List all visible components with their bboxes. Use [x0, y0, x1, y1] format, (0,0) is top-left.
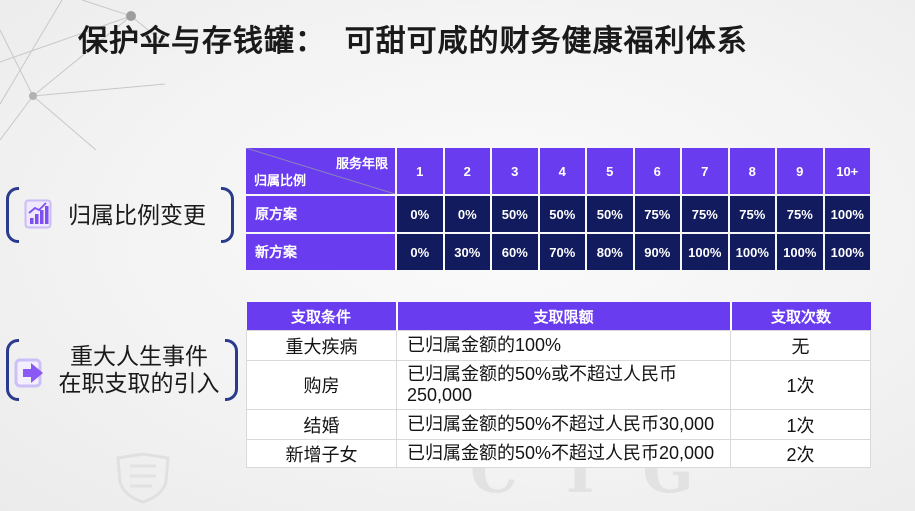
limit-line: 已归属金额的50%或不超过人民币	[407, 364, 678, 384]
limit-line: 已归属金额的100%	[407, 335, 562, 355]
vesting-value-original-3: 50%	[492, 196, 538, 232]
bracket-right	[221, 187, 234, 243]
limit-cell: 已归属金额的50%不超过人民币20,000	[396, 439, 731, 468]
header-times: 支取次数	[729, 302, 871, 331]
vesting-value-new-9: 100%	[777, 234, 823, 270]
withdrawal-row: 新增子女 已归属金额的50%不超过人民币20,000 2次	[246, 439, 871, 468]
vesting-value-new-1: 0%	[397, 234, 443, 270]
times-cell: 无	[730, 330, 871, 361]
year-header-2: 2	[444, 148, 490, 194]
year-header-1: 1	[397, 148, 443, 194]
limit-cell: 已归属金额的50%或不超过人民币 250,000	[396, 360, 731, 410]
limit-cell: 已归属金额的50%不超过人民币30,000	[396, 409, 731, 440]
background-network-decoration	[0, 0, 170, 150]
limit-line: 已归属金额的50%不超过人民币20,000	[407, 443, 715, 463]
vesting-value-new-6: 90%	[634, 234, 680, 270]
year-header-7: 7	[682, 148, 728, 194]
vesting-value-original-9: 75%	[777, 196, 823, 232]
vesting-value-new-7: 100%	[682, 234, 728, 270]
year-header-10-plus: 10+	[824, 148, 870, 194]
diagonal-divider	[246, 148, 395, 194]
times-cell: 1次	[730, 409, 871, 440]
year-header-8: 8	[729, 148, 775, 194]
condition-cell: 购房	[246, 360, 397, 410]
plan-label-new: 新方案	[246, 234, 395, 270]
vesting-value-new-10-plus: 100%	[824, 234, 870, 270]
bracket-left	[6, 187, 19, 243]
withdrawal-conditions-table: 支取条件 支取限额 支取次数 重大疾病 已归属金额的100% 无 购房 已归属金…	[246, 302, 871, 468]
page-title: 保护伞与存钱罐： 可甜可咸的财务健康福利体系	[78, 25, 748, 58]
section-label-in-service-withdrawal: 重大人生事件 在职支取的引入	[54, 343, 224, 397]
withdrawal-header-row: 支取条件 支取限额 支取次数	[246, 302, 871, 331]
header-limit: 支取限额	[395, 302, 731, 331]
condition-cell: 结婚	[246, 409, 397, 440]
withdrawal-row: 购房 已归属金额的50%或不超过人民币 250,000 1次	[246, 360, 871, 410]
vesting-value-original-8: 75%	[729, 196, 775, 232]
vesting-value-new-8: 100%	[729, 234, 775, 270]
vesting-value-new-5: 80%	[587, 234, 633, 270]
section-label-line: 重大人生事件	[70, 343, 208, 369]
corner-label-vesting-ratio: 归属比例	[254, 173, 307, 188]
year-header-9: 9	[777, 148, 823, 194]
corner-label-service-years: 服务年限	[335, 156, 388, 171]
withdrawal-row: 重大疾病 已归属金额的100% 无	[246, 330, 871, 361]
vesting-value-original-1: 0%	[397, 196, 443, 232]
watermark-shield-icon	[116, 452, 170, 504]
exit-arrow-icon	[14, 358, 43, 388]
withdrawal-row: 结婚 已归属金额的50%不超过人民币30,000 1次	[246, 409, 871, 440]
condition-cell: 新增子女	[246, 439, 397, 468]
vesting-value-original-6: 75%	[634, 196, 680, 232]
year-header-3: 3	[492, 148, 538, 194]
vesting-value-original-5: 50%	[587, 196, 633, 232]
vesting-value-original-2: 0%	[444, 196, 490, 232]
section-label-line: 在职支取的引入	[58, 370, 220, 396]
section-in-service-withdrawal: 重大人生事件 在职支取的引入	[6, 339, 238, 401]
vesting-value-new-3: 60%	[492, 234, 538, 270]
limit-cell: 已归属金额的100%	[396, 330, 731, 361]
limit-line: 250,000	[407, 385, 473, 405]
bracket-right	[225, 339, 238, 401]
times-cell: 2次	[730, 439, 871, 468]
year-header-5: 5	[587, 148, 633, 194]
year-header-4: 4	[539, 148, 585, 194]
year-header-6: 6	[634, 148, 680, 194]
bracket-left	[6, 339, 19, 401]
condition-cell: 重大疾病	[246, 330, 397, 361]
vesting-value-original-7: 75%	[682, 196, 728, 232]
limit-line: 已归属金额的50%不超过人民币30,000	[407, 414, 715, 434]
header-condition: 支取条件	[246, 302, 397, 331]
bar-chart-icon	[24, 199, 52, 229]
plan-label-original: 原方案	[246, 196, 395, 232]
section-vesting-change: 归属比例变更	[6, 187, 234, 243]
times-cell: 1次	[730, 360, 871, 410]
vesting-value-new-2: 30%	[444, 234, 490, 270]
vesting-corner-header: 服务年限 归属比例	[246, 148, 395, 194]
vesting-value-original-10-plus: 100%	[824, 196, 870, 232]
vesting-value-new-4: 70%	[539, 234, 585, 270]
vesting-value-original-4: 50%	[539, 196, 585, 232]
vesting-ratio-table: 服务年限 归属比例 1 2 3 4 5 6 7 8 9 10+ 原方案 0% 0…	[246, 148, 870, 270]
section-label-vesting-change: 归属比例变更	[68, 202, 206, 228]
